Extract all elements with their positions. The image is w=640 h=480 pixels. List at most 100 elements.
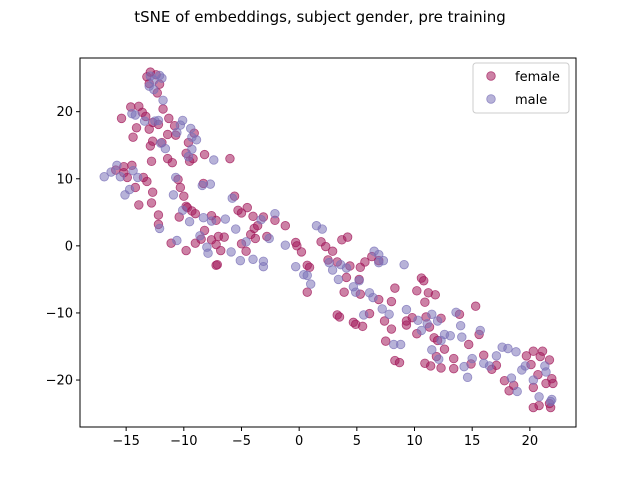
female-point: [341, 272, 352, 283]
female-point: [131, 123, 142, 133]
female-point: [521, 351, 532, 361]
female-point: [199, 149, 210, 160]
female-point: [181, 245, 191, 256]
male-point: [99, 172, 109, 182]
legend: female male: [472, 62, 570, 114]
male-point: [270, 208, 280, 219]
female-point: [212, 259, 222, 270]
female-point: [449, 363, 459, 374]
male-point: [302, 270, 312, 281]
male-point: [445, 331, 455, 341]
female-point: [145, 141, 156, 151]
male-point: [158, 95, 168, 105]
female-point: [216, 245, 226, 256]
female-point: [164, 113, 174, 124]
female-point: [479, 350, 489, 360]
male-point: [377, 304, 387, 314]
female-point: [153, 210, 164, 220]
female-point: [158, 104, 168, 114]
ticks-layer: −15 −10 −5 0 5 10 15 20 −20 −10 0 10 20: [46, 105, 539, 449]
female-point: [327, 246, 338, 256]
female-point: [419, 276, 429, 286]
female-point: [320, 241, 331, 252]
male-point: [534, 392, 544, 402]
female-point: [449, 353, 459, 364]
female-point: [175, 182, 186, 193]
female-point: [302, 287, 312, 297]
male-point: [327, 265, 338, 275]
male-point: [354, 276, 364, 286]
male-point: [395, 339, 406, 350]
male-point: [503, 343, 513, 354]
female-point: [162, 129, 173, 140]
y-tick-label: 0: [65, 239, 73, 254]
male-point: [149, 84, 159, 95]
legend-marker-female: [486, 71, 496, 81]
male-point: [432, 316, 443, 326]
x-tick-label: 10: [406, 434, 423, 449]
female-point: [339, 287, 349, 297]
male-point: [459, 361, 469, 372]
x-tick-label: −15: [112, 434, 139, 449]
male-point: [130, 110, 141, 120]
male-point: [154, 223, 165, 234]
plot-frame: [79, 57, 577, 428]
male-point: [475, 325, 485, 336]
male-point: [235, 255, 246, 266]
female-point: [430, 290, 440, 300]
x-tick-label: 15: [464, 434, 481, 449]
female-point: [144, 124, 154, 134]
female-point: [134, 200, 144, 210]
female-point: [342, 232, 353, 242]
female-point: [280, 221, 291, 231]
male-point: [124, 184, 135, 195]
female-point: [548, 378, 558, 389]
male-point: [264, 233, 274, 244]
male-point: [333, 274, 344, 285]
male-point: [132, 172, 143, 183]
male-point: [139, 116, 150, 126]
x-tick-label: −10: [170, 434, 197, 449]
female-point: [380, 336, 391, 346]
female-point: [470, 301, 481, 311]
male-point: [168, 190, 179, 200]
male-point: [227, 193, 237, 203]
male-point: [341, 263, 352, 273]
y-tick-label: −10: [46, 306, 73, 321]
male-point: [384, 309, 394, 319]
female-point: [242, 202, 252, 213]
male-point: [112, 160, 122, 171]
female-point: [116, 113, 127, 124]
male-point: [226, 247, 236, 257]
female-point: [464, 339, 474, 350]
male-point: [172, 235, 182, 246]
female-point: [528, 346, 539, 356]
male-point: [467, 353, 477, 364]
female-point: [355, 262, 365, 273]
points-layer: [99, 67, 558, 413]
female-point: [146, 156, 157, 167]
female-point: [528, 402, 539, 413]
male-point: [462, 372, 473, 383]
male-point: [457, 332, 467, 342]
y-tick-label: 10: [56, 172, 73, 187]
male-point: [291, 261, 301, 272]
male-point: [506, 373, 517, 383]
male-point: [484, 361, 495, 371]
male-point: [491, 351, 502, 361]
male-point: [106, 167, 116, 177]
male-point: [231, 224, 241, 234]
female-point: [296, 247, 307, 257]
male-point: [128, 166, 138, 176]
male-point: [157, 73, 167, 83]
female-point: [219, 232, 229, 242]
female-point: [241, 246, 251, 256]
male-point: [427, 345, 437, 355]
female-point: [248, 211, 258, 222]
female-point: [439, 344, 450, 354]
male-point: [401, 304, 412, 315]
x-tick-label: −5: [232, 434, 251, 449]
female-point: [390, 283, 400, 293]
male-point: [434, 354, 444, 364]
